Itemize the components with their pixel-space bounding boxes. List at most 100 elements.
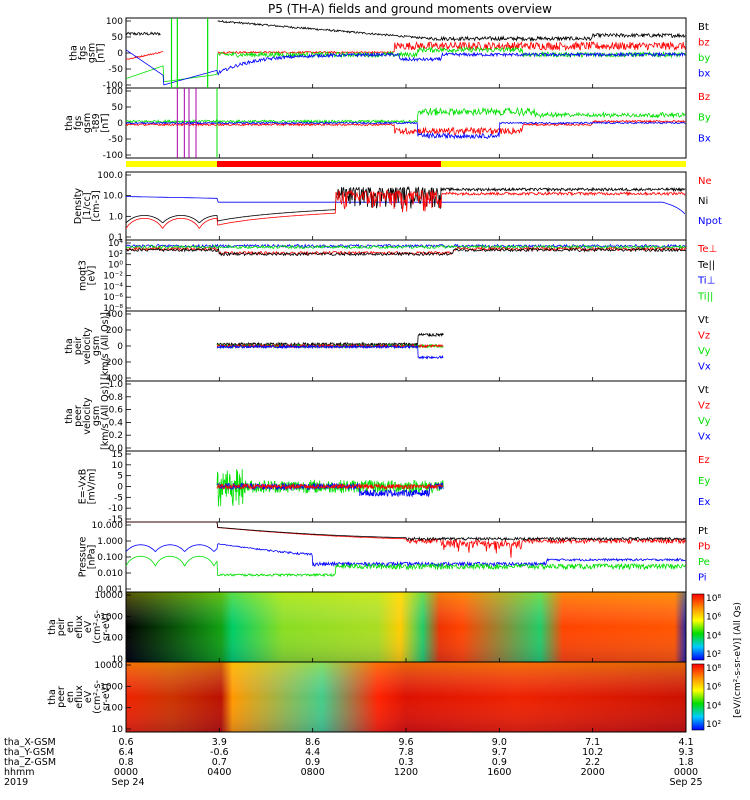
y-axis-label: [eV] — [87, 266, 98, 286]
y-tick-label: 100 — [106, 704, 123, 714]
y-tick-label: 10.000 — [92, 521, 124, 531]
colorbar — [691, 663, 705, 731]
ephemeris-value: 0000 — [114, 767, 138, 778]
y-tick-label: 5 — [117, 472, 123, 482]
y-tick-label: 100 — [106, 87, 123, 97]
y-tick-label: 0 — [117, 49, 123, 59]
legend-entry: Pi — [698, 573, 707, 584]
y-axis-label: gsm — [91, 336, 102, 356]
trace-vi-t — [216, 332, 444, 348]
y-axis-label: [km/s (All Qs)] — [100, 382, 111, 450]
trace-bt — [125, 19, 686, 43]
y-tick-label: 0.010 — [97, 569, 123, 579]
y-tick-label: 100 — [106, 634, 123, 644]
legend-entry: Vz — [698, 401, 710, 412]
ephemeris-value: 9.3 — [678, 747, 693, 758]
trace-te-par — [125, 247, 687, 257]
ephemeris-value: 8.6 — [305, 737, 320, 748]
y-tick-label: 0.1 — [109, 233, 123, 243]
legend-entry: Vy — [698, 346, 711, 357]
y-tick-label: -100 — [103, 151, 124, 161]
y-tick-label: 1000 — [100, 682, 123, 692]
ephemeris-value: 0.9 — [305, 757, 320, 768]
y-tick-label: 10⁻⁶ — [103, 293, 123, 303]
y-tick-label: -15 — [108, 515, 123, 525]
ephemeris-value: 4.4 — [305, 747, 320, 758]
y-axis-label: eflux — [74, 615, 85, 639]
y-tick-label: 1000 — [100, 612, 123, 622]
y-axis-label: fgs — [78, 46, 89, 60]
y-tick-label: 10 — [112, 655, 124, 665]
ephemeris-value: 1200 — [394, 767, 418, 778]
plot-title: P5 (TH-A) fields and ground moments over… — [268, 2, 552, 16]
y-tick-label: 0.4 — [109, 418, 124, 428]
y-axis-label: tha — [47, 619, 58, 635]
ephemeris-value: -0.6 — [210, 747, 229, 758]
mode-bar-segment — [441, 161, 686, 167]
y-tick-label: 1.0 — [109, 212, 124, 222]
y-tick-label: 0.8 — [109, 393, 124, 403]
ephemeris-value: 2000 — [581, 767, 605, 778]
y-axis-label: velocity — [82, 327, 93, 365]
y-axis-label: peer — [56, 686, 67, 708]
spectrogram-shading — [126, 662, 686, 732]
legend-entry: Bt — [698, 22, 709, 33]
colorbar-tick-label: 10² — [706, 650, 721, 660]
ephemeris-value: 0.3 — [398, 757, 413, 768]
y-axis-label: moqt3 — [78, 260, 89, 291]
legend-entry: Ni — [698, 196, 708, 207]
ephemeris-value: 9.0 — [492, 737, 507, 748]
ephemeris-value: 9.7 — [492, 747, 507, 758]
legend-entry: Vx — [698, 362, 711, 373]
panel-8: 10.000 1.000 0.100 0.010 0.001 Pressure[nPa] P… — [78, 521, 711, 595]
y-axis-label: peir — [56, 618, 67, 637]
ephemeris-value: 10.2 — [582, 747, 603, 758]
legend-entry: Ti|| — [697, 291, 713, 302]
y-axis-label: peir — [73, 337, 84, 356]
y-axis-label: sr-eV) — [101, 683, 112, 711]
y-tick-label: 100.0 — [97, 171, 123, 181]
trace-bx — [125, 49, 686, 86]
y-tick-label: 400 — [106, 310, 123, 320]
trace-ne — [125, 189, 686, 229]
y-tick-label: 50 — [112, 103, 124, 113]
ephemeris-value: 4.1 — [678, 737, 693, 748]
trace-t89-by — [125, 106, 686, 124]
ephemeris-value: 1.8 — [678, 757, 693, 768]
y-tick-label: 10000 — [94, 591, 123, 601]
ephemeris-value: 0.6 — [118, 737, 133, 748]
legend-entry: Vx — [698, 432, 711, 443]
y-tick-label: 50 — [112, 33, 124, 43]
y-tick-label: 10⁻⁴ — [103, 282, 123, 292]
trace-bz — [125, 40, 686, 61]
colorbar-tick-label: 10² — [706, 720, 721, 730]
y-axis-label: gsm — [82, 113, 93, 133]
y-tick-label: 0 — [117, 342, 123, 352]
y-tick-label: -5 — [114, 493, 123, 503]
y-axis-label: tha — [47, 689, 58, 705]
panel-10: 10⁸ 10⁶ 10⁴ 10² 10000 1000 100 10 thapeereneflux… — [47, 661, 721, 735]
y-tick-label: 1.0 — [109, 380, 124, 390]
y-tick-label: 15 — [112, 450, 123, 460]
y-axis-label: tha — [64, 408, 75, 424]
y-axis-label: [nT] — [96, 43, 107, 62]
legend-entry: Pe — [698, 557, 710, 568]
y-axis-label: Density — [73, 188, 84, 224]
legend-entry: Te⊥ — [697, 244, 717, 255]
y-axis-label: en — [65, 691, 76, 703]
ephemeris-row-label: tha_Y-GSM — [4, 747, 54, 758]
ephemeris-value: 3.9 — [212, 737, 227, 748]
colorbar — [691, 593, 705, 661]
legend-entry: Vz — [698, 331, 710, 342]
ephemeris-value: 2.2 — [585, 757, 600, 768]
y-tick-label: -50 — [108, 135, 123, 145]
ephemeris-row-label: hhmm — [4, 767, 35, 778]
y-tick-label: -10 — [108, 504, 123, 514]
trace-pe — [125, 555, 686, 578]
colorbar-tick-label: 10⁴ — [706, 701, 721, 711]
date-label: Sep 25 — [669, 777, 702, 788]
panels: 100500-50-100thafgsgsm[nT]Btbzbybx100500… — [47, 17, 743, 735]
legend-entry: Ex — [698, 497, 710, 508]
